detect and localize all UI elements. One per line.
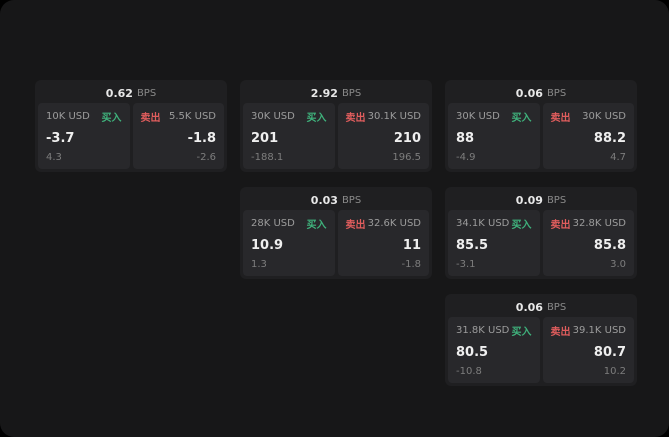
- sell-price-value: 88.2: [593, 130, 626, 146]
- sell-amount-label: 39.1K USD: [572, 325, 626, 336]
- sell-quote-panel[interactable]: 卖出 30K USD 88.2 4.7: [542, 103, 634, 169]
- buy-price-value: 201: [251, 130, 279, 146]
- sell-button[interactable]: 卖出: [550, 220, 571, 231]
- buy-sub-value: -188.1: [251, 152, 284, 163]
- sell-sub-value: -1.8: [401, 259, 421, 270]
- buy-price-value: 80.5: [456, 344, 489, 360]
- sell-sub-value: -2.6: [196, 152, 216, 163]
- bps-label: BPS: [341, 194, 362, 206]
- quote-card-grid: 0.62 BPS 10K USD 买入 -3.7 4.3 卖出 5.5K USD: [35, 80, 637, 386]
- buy-button[interactable]: 买入: [306, 113, 327, 124]
- sell-sub-value: 10.2: [603, 366, 626, 377]
- sell-price-value: 210: [393, 130, 421, 146]
- sell-quote-panel[interactable]: 卖出 32.6K USD 11 -1.8: [337, 210, 429, 276]
- sell-quote-panel[interactable]: 卖出 5.5K USD -1.8 -2.6: [132, 103, 224, 169]
- buy-amount-label: 28K USD: [251, 218, 295, 229]
- quote-card: 2.92 BPS 30K USD 买入 201 -188.1 卖出 30.1K …: [240, 80, 432, 172]
- sell-quote-panel[interactable]: 卖出 30.1K USD 210 196.5: [337, 103, 429, 169]
- buy-sub-value: -3.1: [456, 259, 476, 270]
- buy-price-value: -3.7: [46, 130, 75, 146]
- sell-button[interactable]: 卖出: [345, 220, 366, 231]
- bps-label: BPS: [546, 301, 567, 313]
- bps-label: BPS: [546, 87, 567, 99]
- sell-quote-panel[interactable]: 卖出 39.1K USD 80.7 10.2: [542, 317, 634, 383]
- bps-value: 0.06: [515, 300, 543, 314]
- bps-value: 0.09: [515, 193, 543, 207]
- bps-header: 0.06 BPS: [448, 83, 634, 103]
- buy-button[interactable]: 买入: [511, 220, 532, 231]
- sell-price-value: 11: [402, 237, 421, 253]
- bps-label: BPS: [136, 87, 157, 99]
- bps-value: 2.92: [310, 86, 338, 100]
- bps-header: 0.06 BPS: [448, 297, 634, 317]
- bps-header: 0.62 BPS: [38, 83, 224, 103]
- buy-price-value: 85.5: [456, 237, 489, 253]
- buy-quote-panel[interactable]: 34.1K USD 买入 85.5 -3.1: [448, 210, 540, 276]
- buy-sub-value: -4.9: [456, 152, 476, 163]
- sell-sub-value: 196.5: [392, 152, 421, 163]
- sell-button[interactable]: 卖出: [140, 113, 161, 124]
- sell-price-value: 85.8: [593, 237, 626, 253]
- buy-amount-label: 31.8K USD: [456, 325, 510, 336]
- buy-quote-panel[interactable]: 28K USD 买入 10.9 1.3: [243, 210, 335, 276]
- bps-header: 0.03 BPS: [243, 190, 429, 210]
- sell-amount-label: 5.5K USD: [168, 111, 216, 122]
- sell-button[interactable]: 卖出: [345, 113, 366, 124]
- quote-card: 0.06 BPS 30K USD 买入 88 -4.9 卖出 30K USD: [445, 80, 637, 172]
- sell-sub-value: 4.7: [610, 152, 626, 163]
- buy-quote-panel[interactable]: 30K USD 买入 88 -4.9: [448, 103, 540, 169]
- sell-quote-panel[interactable]: 卖出 32.8K USD 85.8 3.0: [542, 210, 634, 276]
- sell-button[interactable]: 卖出: [550, 327, 571, 338]
- buy-sub-value: -10.8: [456, 366, 482, 377]
- buy-button[interactable]: 买入: [511, 327, 532, 338]
- sell-amount-label: 30.1K USD: [367, 111, 421, 122]
- sell-button[interactable]: 卖出: [550, 113, 571, 124]
- sell-amount-label: 32.8K USD: [572, 218, 626, 229]
- sell-price-value: 80.7: [593, 344, 626, 360]
- quote-card: 0.06 BPS 31.8K USD 买入 80.5 -10.8 卖出 39.1…: [445, 294, 637, 386]
- buy-quote-panel[interactable]: 31.8K USD 买入 80.5 -10.8: [448, 317, 540, 383]
- bps-label: BPS: [546, 194, 567, 206]
- buy-price-value: 88: [456, 130, 475, 146]
- quote-card: 0.03 BPS 28K USD 买入 10.9 1.3 卖出 32.6K US…: [240, 187, 432, 279]
- bps-value: 0.03: [310, 193, 338, 207]
- buy-sub-value: 1.3: [251, 259, 267, 270]
- buy-quote-panel[interactable]: 10K USD 买入 -3.7 4.3: [38, 103, 130, 169]
- buy-amount-label: 10K USD: [46, 111, 90, 122]
- buy-amount-label: 30K USD: [456, 111, 500, 122]
- bps-label: BPS: [341, 87, 362, 99]
- sell-price-value: -1.8: [187, 130, 216, 146]
- sell-amount-label: 32.6K USD: [367, 218, 421, 229]
- buy-price-value: 10.9: [251, 237, 284, 253]
- quote-card: 0.09 BPS 34.1K USD 买入 85.5 -3.1 卖出 32.8K…: [445, 187, 637, 279]
- bps-value: 0.06: [515, 86, 543, 100]
- buy-button[interactable]: 买入: [101, 113, 122, 124]
- buy-button[interactable]: 买入: [306, 220, 327, 231]
- bps-value: 0.62: [105, 86, 133, 100]
- buy-quote-panel[interactable]: 30K USD 买入 201 -188.1: [243, 103, 335, 169]
- bps-header: 2.92 BPS: [243, 83, 429, 103]
- buy-amount-label: 34.1K USD: [456, 218, 510, 229]
- buy-button[interactable]: 买入: [511, 113, 532, 124]
- sell-amount-label: 30K USD: [582, 111, 626, 122]
- sell-sub-value: 3.0: [610, 259, 626, 270]
- bps-header: 0.09 BPS: [448, 190, 634, 210]
- buy-amount-label: 30K USD: [251, 111, 295, 122]
- buy-sub-value: 4.3: [46, 152, 62, 163]
- quote-card: 0.62 BPS 10K USD 买入 -3.7 4.3 卖出 5.5K USD: [35, 80, 227, 172]
